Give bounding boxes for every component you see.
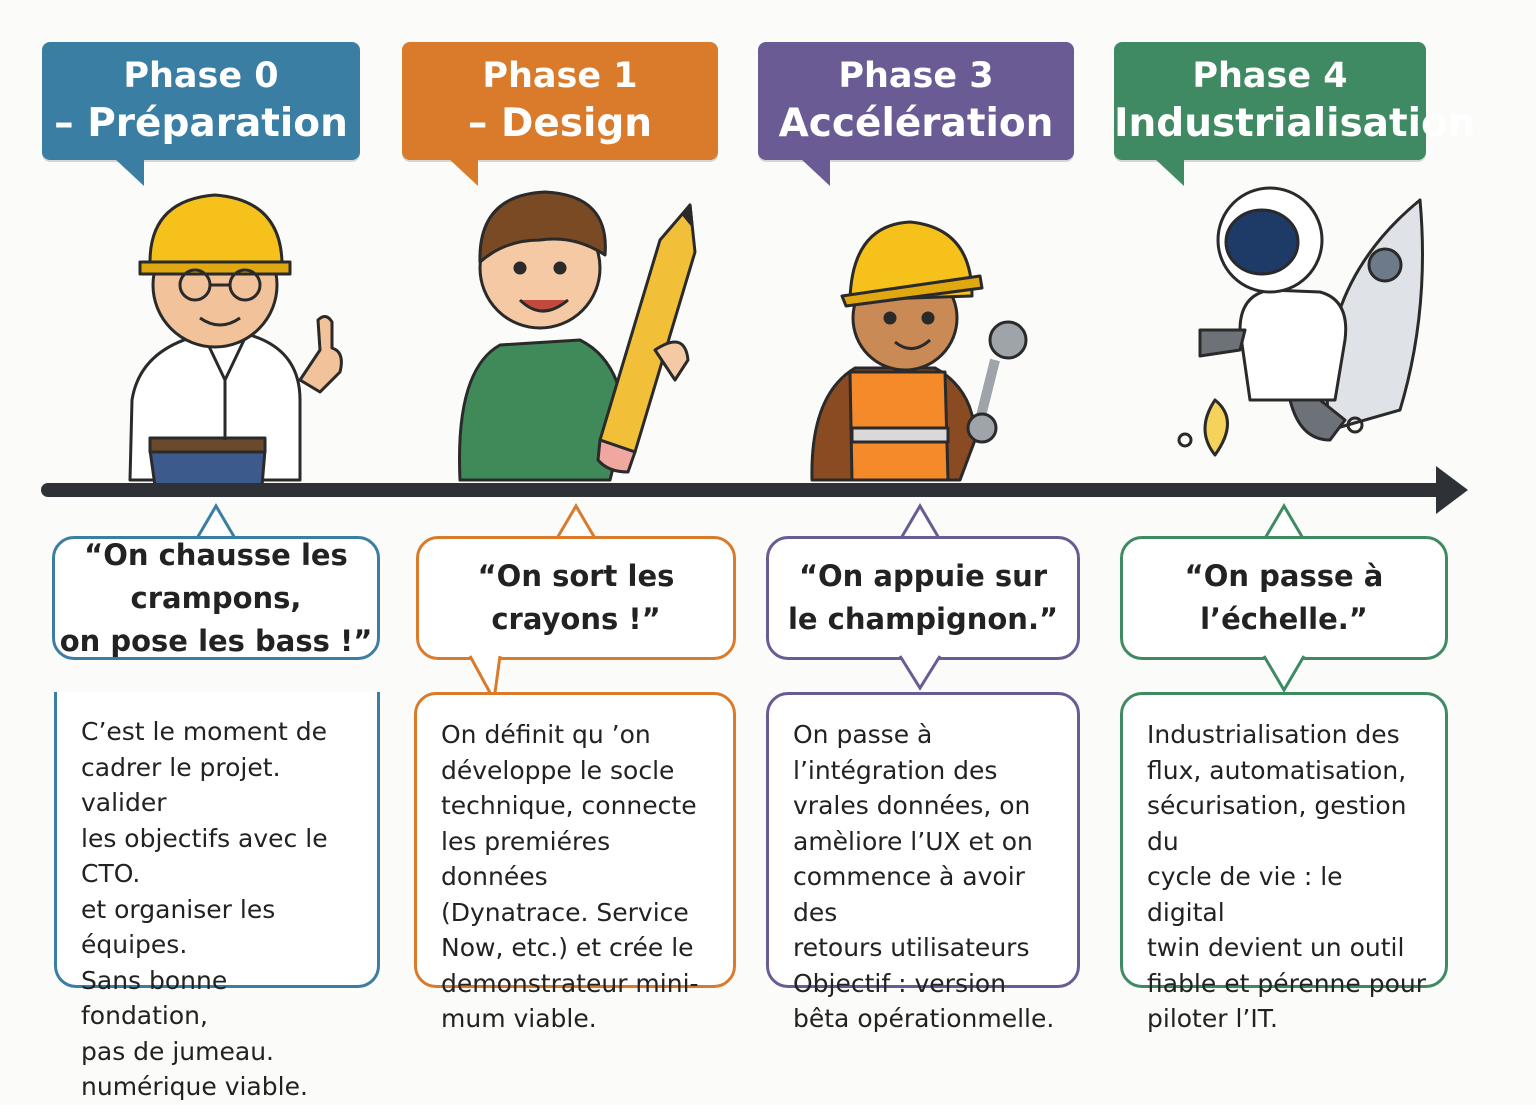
phase-3-quote-text: “On appuie sur le champignon.” [787, 559, 1059, 636]
phase-0-title-tail [114, 158, 144, 186]
phase-1-label: Phase 1 [482, 56, 638, 96]
phase-0-label: Phase 0 [123, 56, 279, 96]
phase-0-title: Phase 0 – Préparation [42, 42, 360, 186]
phase-0-quote-tail [194, 503, 238, 541]
phase-0-quote: “On chausse les crampons, on pose les ba… [52, 536, 380, 660]
phase-4-label: Phase 4 [1192, 56, 1348, 96]
phase-1-quote-text: “On sort les crayons !” [477, 559, 675, 636]
timeline-arrow [41, 466, 1468, 514]
designer-pencil-icon [458, 190, 697, 482]
phase-1-quote-tail [554, 503, 598, 541]
phase-4-name: Industrialisation [1114, 101, 1476, 146]
phase-1-name: – Design [467, 101, 653, 146]
phase-1-title: Phase 1 – Design [402, 42, 718, 186]
phase-3-name: Accélération [778, 101, 1054, 146]
timeline-illustration [41, 186, 1468, 541]
engineer-thumbs-up-icon [128, 193, 343, 488]
phase-3-title: Phase 3 Accélération [758, 42, 1074, 186]
phase-4-quote-tail [1262, 503, 1306, 541]
phase-0-quote-text: “On chausse les crampons, on pose les ba… [59, 537, 373, 658]
phase-4-title-tail [1154, 158, 1184, 186]
worker-wrench-icon [810, 220, 1028, 482]
phase-3-label: Phase 3 [838, 56, 994, 96]
phase-3-description: On passe à l’intégration des vrales donn… [766, 692, 1080, 1033]
astronaut-rocket-icon [1177, 186, 1424, 457]
phase-4-description: Industrialisation des flux, automatisati… [1120, 692, 1448, 1033]
phase-3-quote: “On appuie sur le champignon.” [766, 536, 1080, 660]
phase-4-title: Phase 4 Industrialisation [1114, 42, 1476, 186]
phase-1-quote: “On sort les crayons !” [416, 536, 736, 660]
phase-3-quote-tail [898, 503, 942, 541]
phase-1-description: On définit qu ’on développe le socle tec… [414, 692, 736, 1033]
phase-4-quote: “On passe à l’échelle.” [1120, 536, 1448, 660]
phase-3-title-tail [800, 158, 830, 186]
phase-4-quote-text: “On passe à l’échelle.” [1184, 559, 1384, 636]
phase-1-title-tail [448, 158, 478, 186]
phase-0-description: C’est le moment de cadrer le projet. val… [54, 692, 380, 1101]
phase-0-name: – Préparation [54, 101, 348, 146]
